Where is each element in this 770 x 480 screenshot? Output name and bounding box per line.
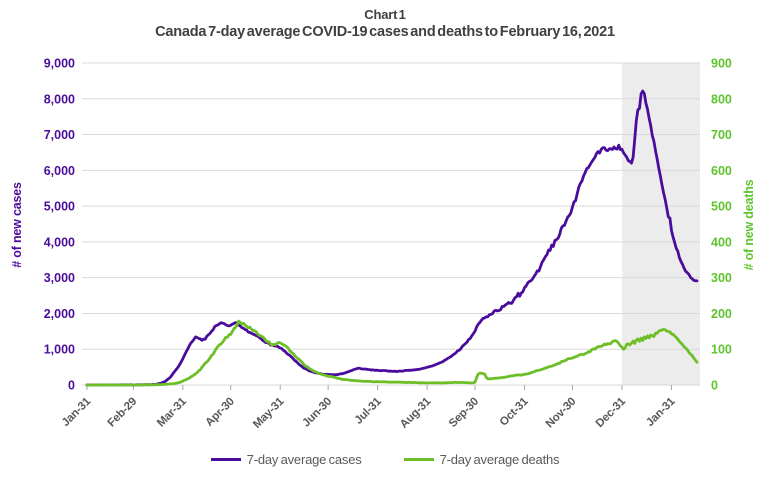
right-axis-tick-label: 200: [711, 307, 732, 321]
x-axis-tick-label: Apr-30: [203, 396, 236, 429]
right-axis-tick-label: 900: [711, 57, 732, 71]
left-axis-tick-label: 6,000: [44, 164, 75, 178]
x-axis-tick-label: May-31: [251, 395, 287, 431]
x-axis-tick-label: Jun-30: [300, 396, 334, 430]
x-axis-tick-label: Oct-31: [498, 395, 532, 429]
legend-label-deaths: 7-day average deaths: [439, 452, 560, 467]
chart-number-title: Chart 1: [364, 7, 406, 22]
right-axis-tick-label: 400: [711, 235, 732, 249]
deaths-line-swatch: [403, 458, 434, 461]
deaths-line: [85, 319, 699, 387]
right-axis-tick-label: 700: [711, 128, 732, 142]
chart-main-title: Canada 7-day average COVID-19 cases and …: [155, 24, 615, 40]
legend-label-cases: 7-day average cases: [246, 452, 362, 467]
x-axis-tick-label: Feb-29: [106, 396, 140, 430]
left-axis-tick-label: 2,000: [44, 307, 75, 321]
right-axis-tick-label: 300: [711, 271, 732, 285]
x-axis-tick-label: Jan-31: [644, 395, 678, 429]
legend-entry-deaths: 7-day average deaths: [403, 452, 560, 467]
left-axis-tick-label: 5,000: [44, 200, 75, 214]
left-axis-tick-label: 0: [68, 379, 75, 393]
x-axis-tick-label: Jul-31: [353, 395, 385, 427]
right-axis-tick-label: 600: [711, 164, 732, 178]
x-axis-tick-label: Jan-31: [60, 395, 94, 429]
x-axis-tick-label: Sep-30: [447, 396, 481, 430]
right-axis-tick-label: 500: [711, 200, 732, 214]
cases-line-swatch: [210, 458, 241, 461]
chart-legend: 7-day average cases 7-day average deaths: [0, 452, 770, 467]
left-axis-tick-label: 8,000: [44, 92, 75, 106]
left-axis-title: # of new cases: [10, 182, 24, 268]
left-axis-tick-label: 9,000: [44, 57, 75, 71]
x-axis-tick-label: Aug-31: [398, 395, 434, 431]
right-axis-title: # of new deaths: [742, 179, 756, 271]
cases-line: [85, 89, 699, 387]
right-axis-tick-label: 800: [711, 92, 732, 106]
left-axis-tick-label: 3,000: [44, 271, 75, 285]
left-axis-tick-label: 4,000: [44, 235, 75, 249]
legend-entry-cases: 7-day average cases: [210, 452, 362, 467]
right-axis-tick-label: 0: [711, 379, 718, 393]
left-axis-tick-label: 1,000: [44, 343, 75, 357]
right-axis-tick-label: 100: [711, 343, 732, 357]
x-axis-tick-label: Dec-31: [594, 395, 629, 430]
x-axis-tick-label: Mar-31: [155, 395, 189, 429]
left-axis-tick-label: 7,000: [44, 128, 75, 142]
x-axis-tick-label: Nov-30: [544, 396, 579, 431]
highlight-region: [621, 63, 700, 385]
